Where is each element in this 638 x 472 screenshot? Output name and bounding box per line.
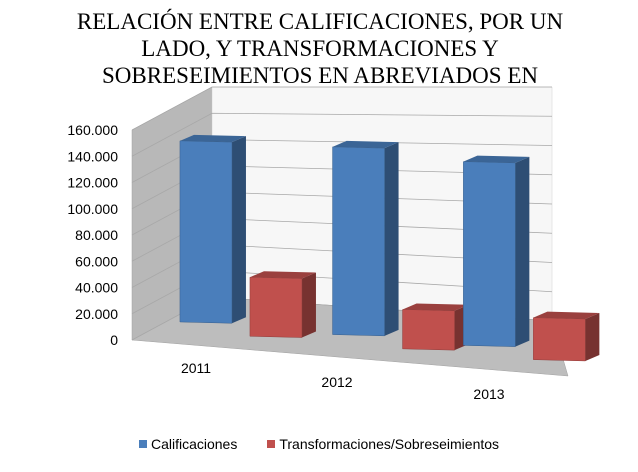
- legend-item-calificaciones: Calificaciones: [138, 436, 238, 452]
- bar-calificaciones-2013: [463, 155, 530, 347]
- y-tick-label: 20.000: [75, 306, 118, 322]
- bar-side: [384, 142, 399, 336]
- bar-side: [585, 312, 600, 361]
- bar-side: [231, 136, 246, 324]
- bar-top: [463, 155, 530, 163]
- legend-swatch-transformaciones: [267, 440, 276, 448]
- x-axis-ticks: 2011 2012 2013: [181, 360, 505, 402]
- gridline: [131, 86, 552, 131]
- y-tick-label: 160.000: [67, 122, 118, 138]
- bar-calificaciones-2011: [179, 134, 246, 324]
- bar-top: [249, 271, 316, 279]
- gridline: [131, 112, 553, 157]
- bar-front: [533, 317, 586, 362]
- y-tick-label: 0: [110, 332, 118, 348]
- bar-front: [463, 161, 516, 347]
- bar-top: [332, 140, 399, 149]
- bar-top: [533, 311, 600, 319]
- bar-top: [179, 134, 246, 143]
- bars: [179, 134, 600, 362]
- bar-side: [515, 156, 530, 347]
- y-tick-label: 120.000: [67, 175, 118, 191]
- legend-swatch-calificaciones: [138, 440, 147, 448]
- y-tick-label: 80.000: [75, 227, 118, 243]
- bar-transformaciones-sobreseimientos-2011: [249, 271, 316, 338]
- y-tick-label: 100.000: [67, 201, 118, 217]
- bar-front: [249, 276, 303, 338]
- bar-front: [179, 140, 233, 324]
- y-tick-label: 60.000: [75, 253, 118, 269]
- bar-transformaciones-sobreseimientos-2012: [402, 303, 469, 351]
- x-tick-label: 2012: [321, 374, 352, 390]
- legend-label-transformaciones: Transformaciones/Sobreseimientos: [279, 436, 500, 452]
- bar-side: [301, 272, 316, 338]
- bar-front: [402, 309, 455, 351]
- bar-top: [402, 303, 469, 311]
- x-tick-label: 2013: [473, 386, 504, 402]
- y-tick-label: 40.000: [75, 280, 118, 296]
- legend-label-calificaciones: Calificaciones: [150, 436, 238, 452]
- y-axis-ticks: 0 20.000 40.000 60.000 80.000 100.000 120.000 1…: [67, 122, 118, 348]
- bar-transformaciones-sobreseimientos-2013: [533, 311, 600, 362]
- bar-calificaciones-2012: [332, 140, 399, 337]
- bar-front: [332, 146, 385, 337]
- legend-item-transformaciones: Transformaciones/Sobreseimientos: [267, 436, 499, 452]
- x-tick-label: 2011: [181, 360, 211, 376]
- y-tick-label: 140.000: [67, 148, 118, 164]
- legend: Calificaciones Transformaciones/Sobresei…: [0, 436, 638, 452]
